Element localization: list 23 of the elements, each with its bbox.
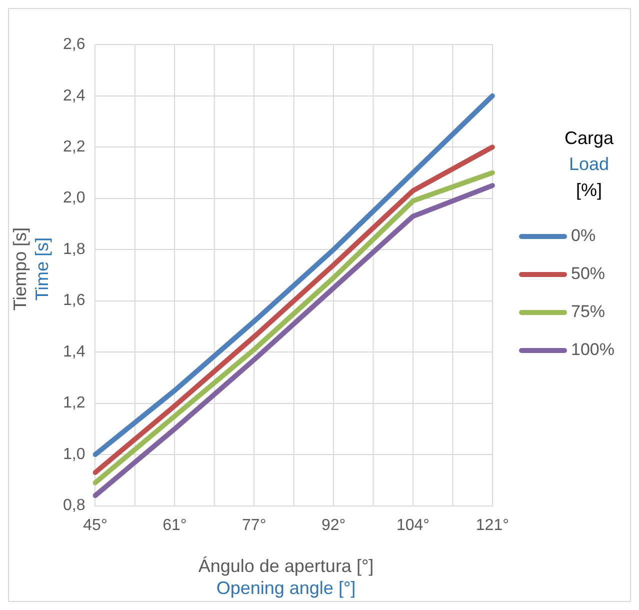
y-tick-label: 1,0 <box>62 446 86 463</box>
x-tick-label: 92° <box>321 516 346 534</box>
x-tick-label: 121° <box>476 516 509 534</box>
x-tick-label: 61° <box>162 516 187 534</box>
legend-title: Carga Load [%] <box>564 127 614 202</box>
x-tick-label: 104° <box>396 516 430 534</box>
y-tick-label: 1,6 <box>62 292 86 310</box>
y-tick-label: 2,2 <box>62 138 86 156</box>
y-tick-label: 1,2 <box>62 394 86 412</box>
x-axis-title: Ángulo de apertura [°] Opening angle [°] <box>197 555 375 599</box>
y-tick-label: 1,4 <box>62 343 86 360</box>
y-tick-label: 2,4 <box>62 87 86 104</box>
x-tick-label: 45° <box>83 516 108 534</box>
y-tick-label: 2,6 <box>62 36 86 54</box>
y-tick-label: 1,8 <box>62 240 86 258</box>
legend-label: 0% <box>571 226 596 246</box>
y-axis-title: Tiempo [s] Time [s] <box>9 227 53 311</box>
legend-label: 75% <box>571 302 606 322</box>
y-tick-label: 0,8 <box>62 497 86 514</box>
legend-label: 50% <box>571 264 606 284</box>
x-tick-label: 77° <box>242 516 266 534</box>
legend-label: 100% <box>571 340 614 360</box>
y-tick-label: 2,0 <box>62 190 86 207</box>
